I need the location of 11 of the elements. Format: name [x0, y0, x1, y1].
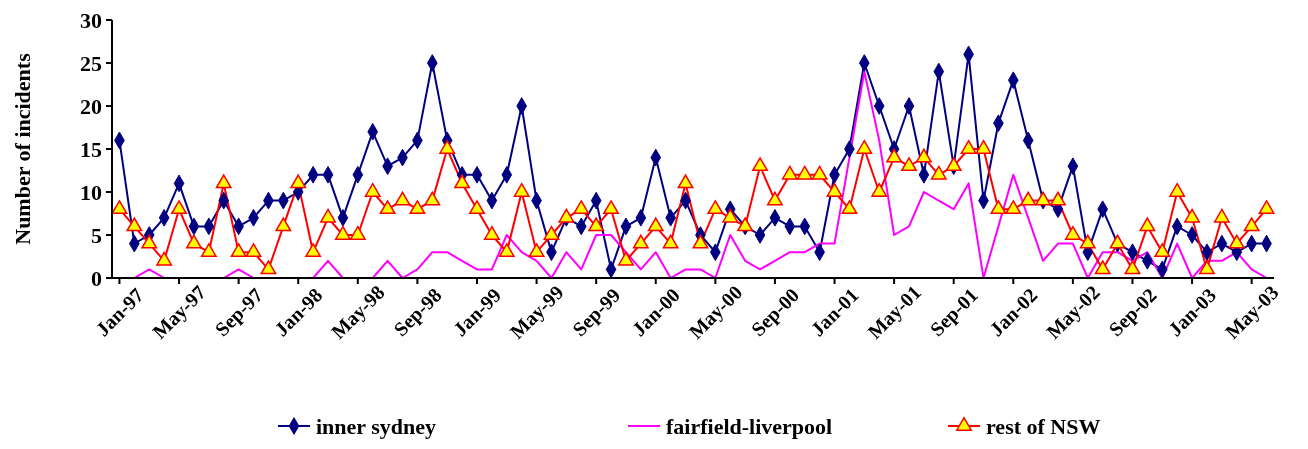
legend-label: fairfield-liverpool: [666, 413, 833, 439]
y-tick-label: 5: [91, 222, 102, 248]
y-tick-label: 10: [80, 179, 102, 205]
y-tick-label: 0: [91, 265, 102, 291]
y-tick-label: 30: [80, 7, 102, 33]
y-tick-label: 25: [80, 50, 102, 76]
y-axis-title: Number of incidents: [10, 52, 35, 245]
y-tick-label: 20: [80, 93, 102, 119]
legend-label: inner sydney: [316, 413, 437, 439]
legend-label: rest of NSW: [986, 413, 1101, 439]
y-tick-label: 15: [80, 136, 102, 162]
